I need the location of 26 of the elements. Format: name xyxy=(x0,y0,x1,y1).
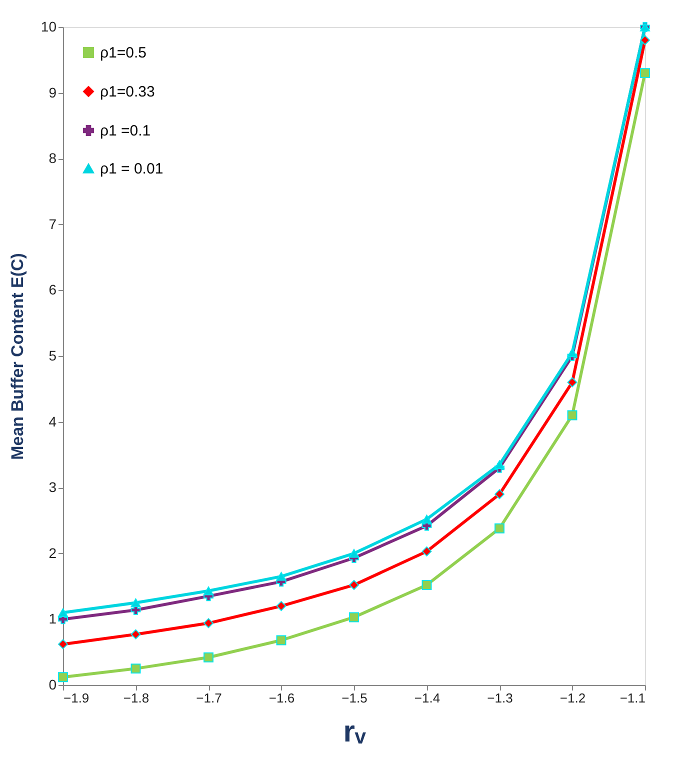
x-tick-label: −1.3 xyxy=(487,690,513,706)
y-tick-label: 10 xyxy=(40,18,57,34)
y-tick-label: 6 xyxy=(48,282,57,298)
y-tick-label: 0 xyxy=(48,676,57,692)
x-tick-label: −1.1 xyxy=(620,690,646,706)
x-tick-label: −1.4 xyxy=(414,690,440,706)
y-tick-label: 5 xyxy=(48,348,57,364)
y-tick-label: 8 xyxy=(48,150,57,166)
x-tick-label: −1.9 xyxy=(64,690,90,706)
legend-label: ρ1=0.5 xyxy=(100,44,146,62)
y-tick-label: 9 xyxy=(48,84,57,100)
x-axis-title: rᵥ xyxy=(343,716,367,748)
legend-label: ρ1 = 0.01 xyxy=(100,160,164,178)
x-tick-label: −1.5 xyxy=(342,690,368,706)
y-tick-label: 2 xyxy=(48,544,57,561)
y-tick-label: 4 xyxy=(48,413,57,430)
x-tick-label: −1.8 xyxy=(123,690,150,706)
x-tick-label: −1.6 xyxy=(268,690,295,706)
y-tick-label: 3 xyxy=(48,479,57,496)
y-axis-title: Mean Buffer Content E(C) xyxy=(8,253,27,460)
y-tick-label: 1 xyxy=(48,610,57,627)
x-tick-label: −1.2 xyxy=(560,690,586,706)
y-tick-label: 7 xyxy=(48,216,57,232)
legend-label: ρ1=0.33 xyxy=(100,84,155,100)
legend-label: ρ1 =0.1 xyxy=(100,122,151,140)
x-tick-label: −1.7 xyxy=(196,690,222,706)
